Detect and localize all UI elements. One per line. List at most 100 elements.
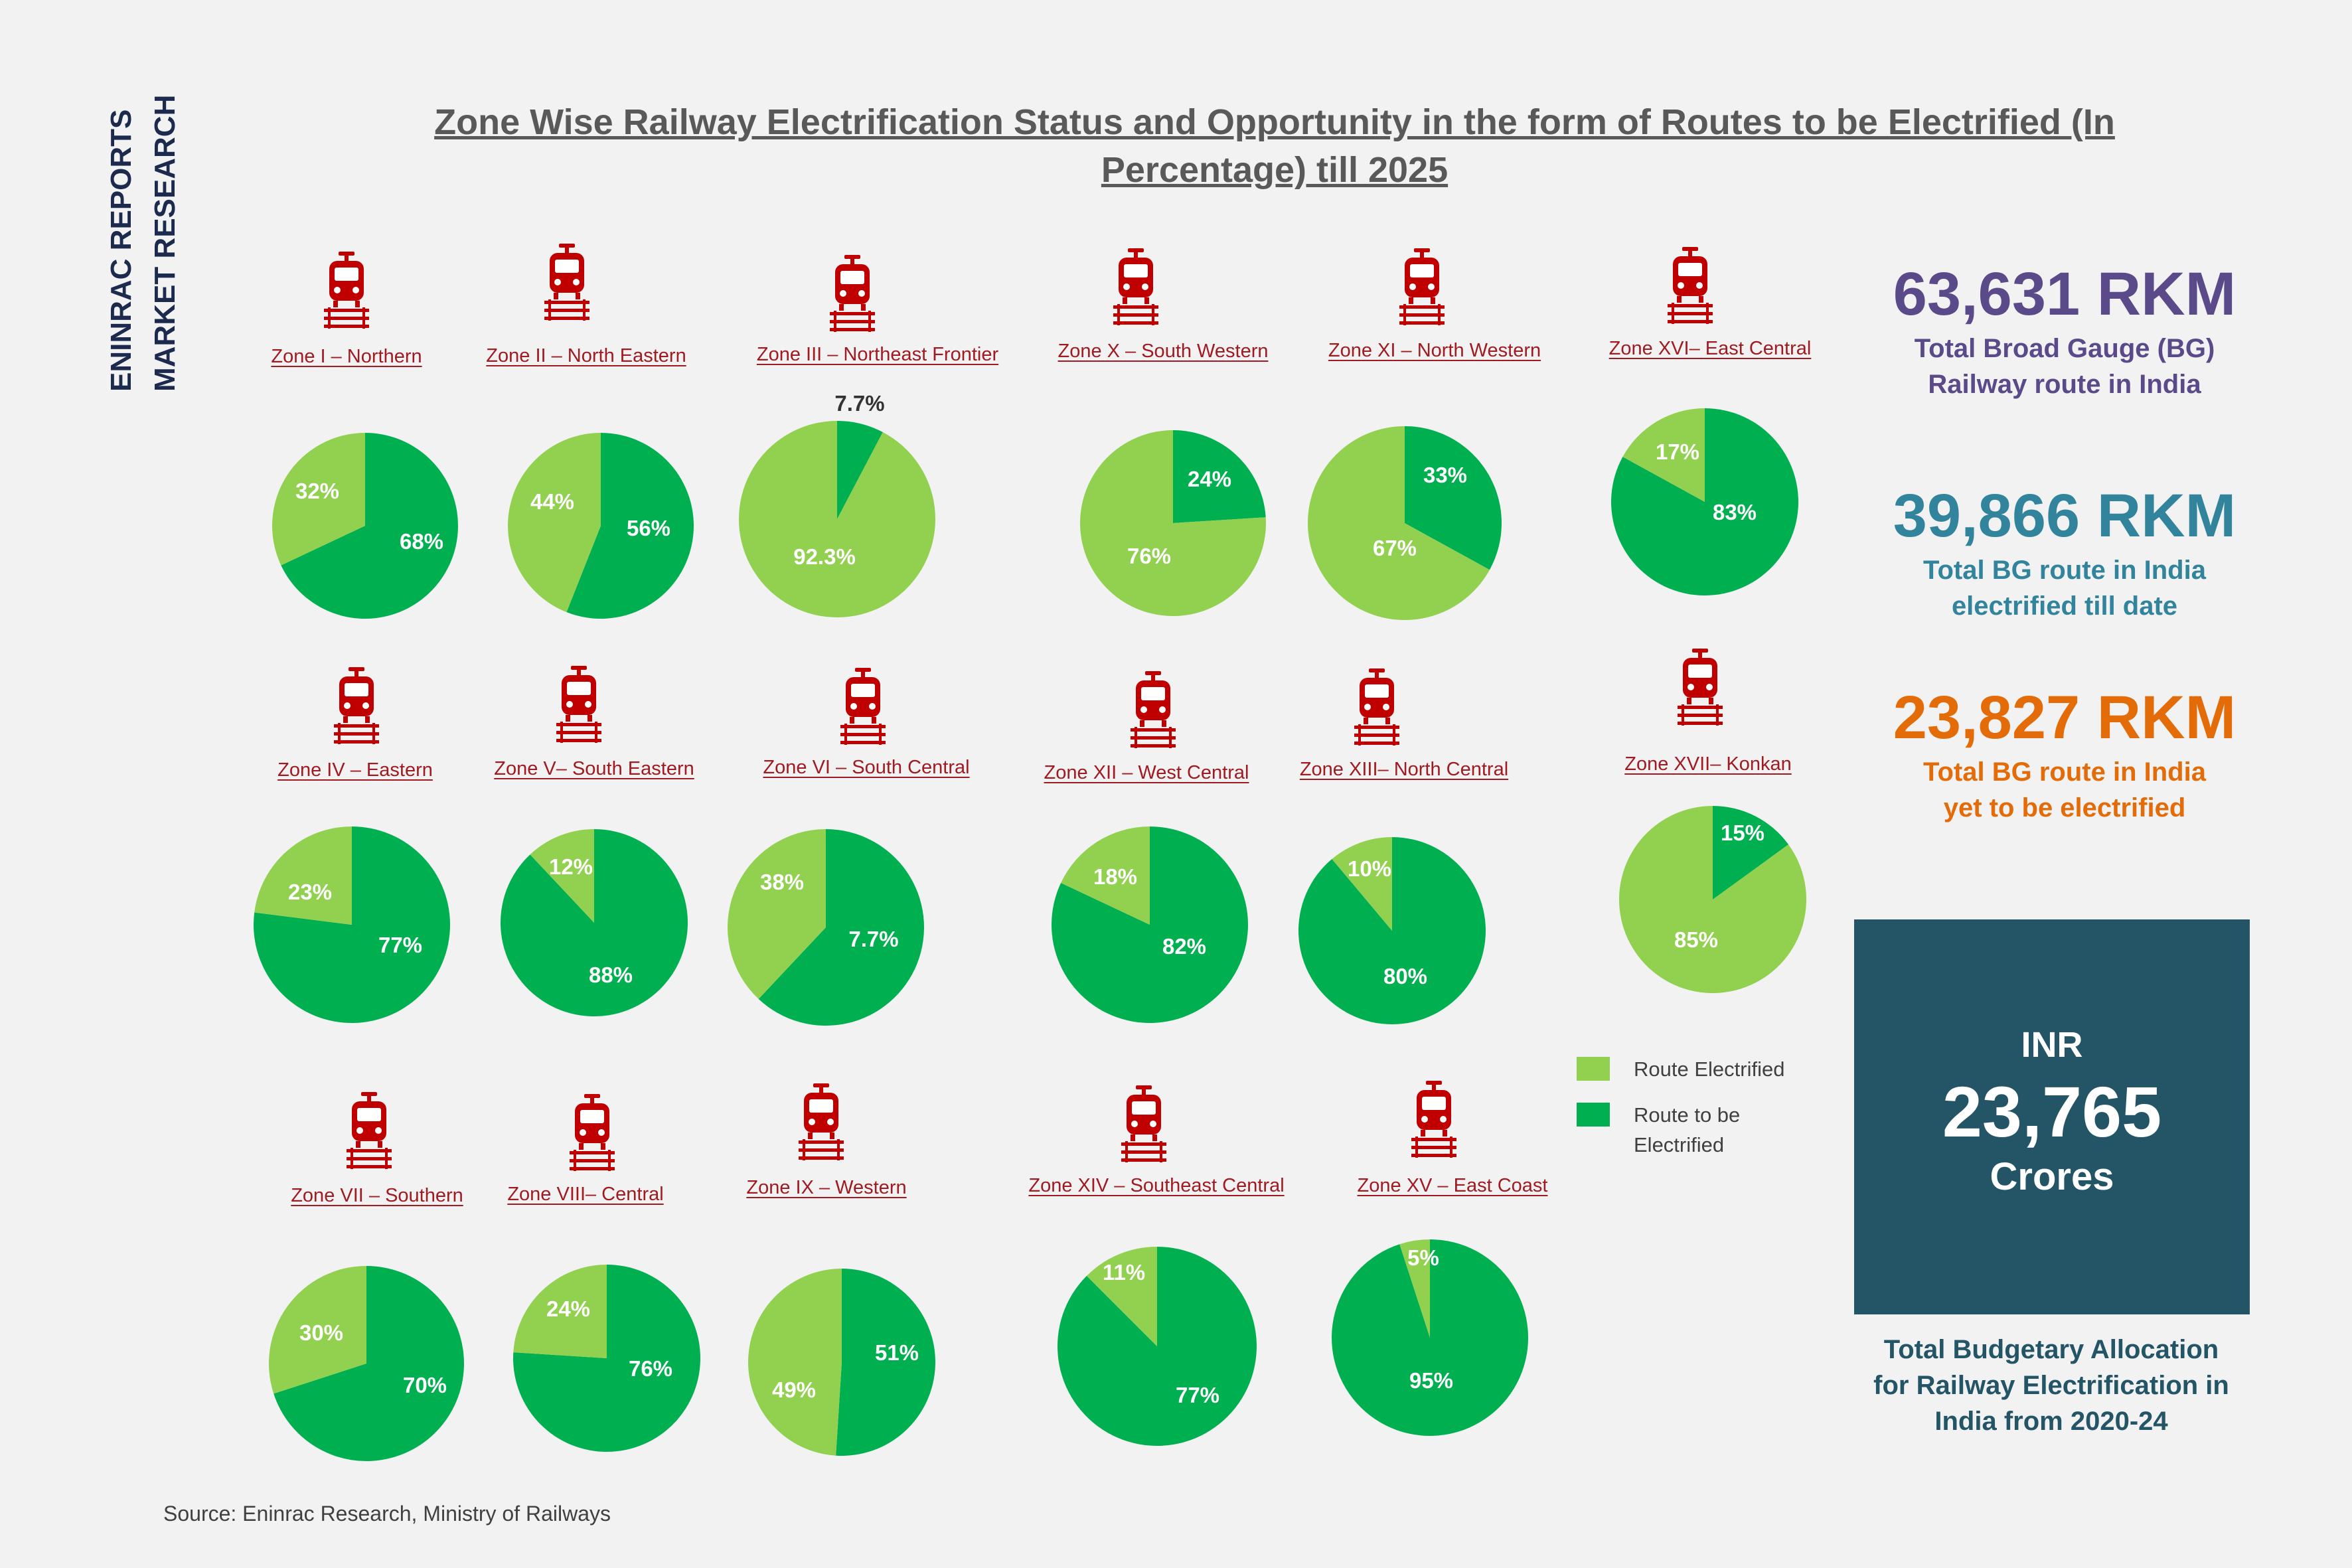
zone-label: Zone XI – North Western (1328, 340, 1541, 361)
legend-swatch-to-be-electrified (1577, 1103, 1610, 1127)
data-label-electrified: 11% (1102, 1260, 1146, 1285)
stat-total-bg-desc-1: Total Broad Gauge (BG) (1914, 334, 2215, 363)
source-note: Source: Eninrac Research, Ministry of Ra… (163, 1502, 611, 1526)
zone-label: Zone XII – West Central (1044, 762, 1249, 783)
pie-slice-to-be-electrified (758, 829, 924, 1026)
pie-slice-electrified (272, 433, 365, 566)
legend-label-electrified: Route Electrified (1634, 1058, 1785, 1081)
pie-slice-electrified (1399, 1239, 1430, 1338)
stat-total-bg-desc-2: Railway route in India (1928, 370, 2201, 399)
budget-unit: Crores (1990, 1155, 2114, 1198)
train-icon (1113, 248, 1158, 325)
pie-slice-to-be-electrified (837, 421, 883, 519)
pie-slice-to-be-electrified (1611, 408, 1799, 595)
data-label-to-be-electrified: 68% (399, 529, 444, 554)
data-label-to-be-electrified: 15% (1720, 821, 1765, 845)
pie-slice-electrified (1619, 806, 1806, 993)
pie-slice-to-be-electrified (1173, 430, 1266, 523)
data-label-electrified: 17% (1655, 439, 1700, 464)
stat-to-be-electrified: 23,827 RKM Total BG route in India yet t… (1832, 681, 2297, 826)
pie-slice-electrified (1622, 408, 1705, 502)
data-label-to-be-electrified: 24% (1187, 467, 1232, 491)
zone-label: Zone II – North Eastern (486, 345, 686, 366)
stat-total-bg-value: 63,631 RKM (1893, 260, 2236, 328)
zone-label: Zone III – Northeast Frontier (756, 344, 999, 365)
legend-item-electrified: Route Electrified (1577, 1057, 1833, 1084)
data-label-to-be-electrified: 7.7% (848, 927, 899, 951)
train-icon (570, 1094, 615, 1171)
data-label-electrified: 30% (299, 1320, 344, 1345)
pie-slice-electrified (1086, 1247, 1157, 1346)
pie-slice-to-be-electrified (513, 1265, 701, 1452)
pie-slice-electrified (530, 829, 594, 923)
data-label-electrified: 24% (546, 1296, 591, 1321)
data-label-to-be-electrified: 76% (628, 1356, 673, 1381)
data-label-to-be-electrified: 83% (1712, 500, 1757, 524)
train-icon (334, 667, 379, 744)
train-icon (324, 252, 369, 329)
data-label-electrified: 85% (1674, 927, 1719, 952)
stat-electrified-desc-1: Total BG route in India (1923, 556, 2206, 585)
pie-slice-electrified (1332, 837, 1392, 931)
stat-to-be-electrified-desc-1: Total BG route in India (1923, 757, 2206, 787)
train-icon (544, 244, 589, 321)
zone-label: Zone XV – East Coast (1357, 1175, 1548, 1196)
train-icon (1411, 1081, 1456, 1158)
data-label-to-be-electrified: 95% (1409, 1368, 1454, 1393)
stat-electrified-value: 39,866 RKM (1893, 482, 2236, 550)
pie-slice-electrified (1307, 426, 1490, 621)
pie-slice-to-be-electrified (1051, 826, 1248, 1024)
zone-label: Zone V– South Eastern (494, 758, 694, 779)
train-icon (1678, 649, 1723, 726)
pie-slice-electrified (1061, 826, 1150, 925)
budget-caption-line-1: Total Budgetary Allocation (1883, 1335, 2219, 1364)
data-label-to-be-electrified: 80% (1383, 964, 1428, 988)
data-label-electrified: 18% (1093, 864, 1138, 889)
pie-slice-to-be-electrified (566, 433, 694, 619)
zone-label: Zone XVII– Konkan (1624, 753, 1792, 775)
pie-slice-to-be-electrified (281, 433, 458, 619)
pie-slice-electrified (1079, 430, 1266, 617)
pie-slice-electrified (748, 1269, 842, 1456)
legend-item-to-be-electrified: Route to be Electrified (1577, 1103, 1833, 1160)
zone-label: Zone VI – South Central (763, 757, 970, 778)
data-label-to-be-electrified: 88% (588, 963, 633, 987)
pie-slice-electrified (738, 421, 935, 617)
pie-slice-electrified (269, 1266, 366, 1394)
pie-slice-to-be-electrified (274, 1266, 464, 1461)
zone-label: Zone XIV – Southeast Central (1028, 1175, 1285, 1196)
budget-caption-line-2: for Railway Electrification in (1873, 1371, 2229, 1400)
pie-slice-electrified (513, 1265, 607, 1358)
pie-slice-to-be-electrified (1713, 806, 1789, 900)
zone-label: Zone VIII– Central (507, 1184, 664, 1205)
train-icon (347, 1092, 392, 1169)
pie-slice-to-be-electrified (1331, 1239, 1529, 1437)
zone-label: Zone XVI– East Central (1608, 338, 1812, 359)
stat-to-be-electrified-value: 23,827 RKM (1893, 684, 2236, 751)
data-label-electrified: 44% (530, 489, 575, 514)
data-label-to-be-electrified: 56% (626, 516, 671, 540)
train-icon (1131, 671, 1176, 748)
data-label-to-be-electrified: 77% (1175, 1383, 1220, 1407)
data-label-electrified: 32% (295, 479, 340, 503)
data-label-to-be-electrified: 7.7% (834, 391, 885, 416)
train-icon (1354, 668, 1399, 745)
zone-label: Zone XIII– North Central (1299, 759, 1509, 780)
stat-to-be-electrified-desc-2: yet to be electrified (1943, 793, 2186, 823)
train-icon (799, 1083, 844, 1160)
data-label-electrified: 67% (1372, 536, 1417, 560)
data-label-to-be-electrified: 77% (378, 933, 423, 957)
train-icon (1399, 248, 1445, 325)
pie-slice-to-be-electrified (1405, 426, 1502, 570)
legend: Route Electrified Route to be Electrifie… (1577, 1057, 1833, 1178)
zone-label: Zone X – South Western (1058, 341, 1269, 362)
budget-amount: 23,765 (1942, 1071, 2162, 1152)
stat-total-bg: 63,631 RKM Total Broad Gauge (BG) Railwa… (1832, 258, 2297, 402)
data-label-electrified: 10% (1347, 856, 1392, 881)
data-label-electrified: 49% (771, 1377, 817, 1402)
zone-label: Zone IV – Eastern (277, 759, 433, 781)
pie-slice-electrified (254, 826, 352, 925)
budget-box: INR 23,765 Crores (1854, 919, 2250, 1314)
legend-swatch-electrified (1577, 1057, 1610, 1081)
